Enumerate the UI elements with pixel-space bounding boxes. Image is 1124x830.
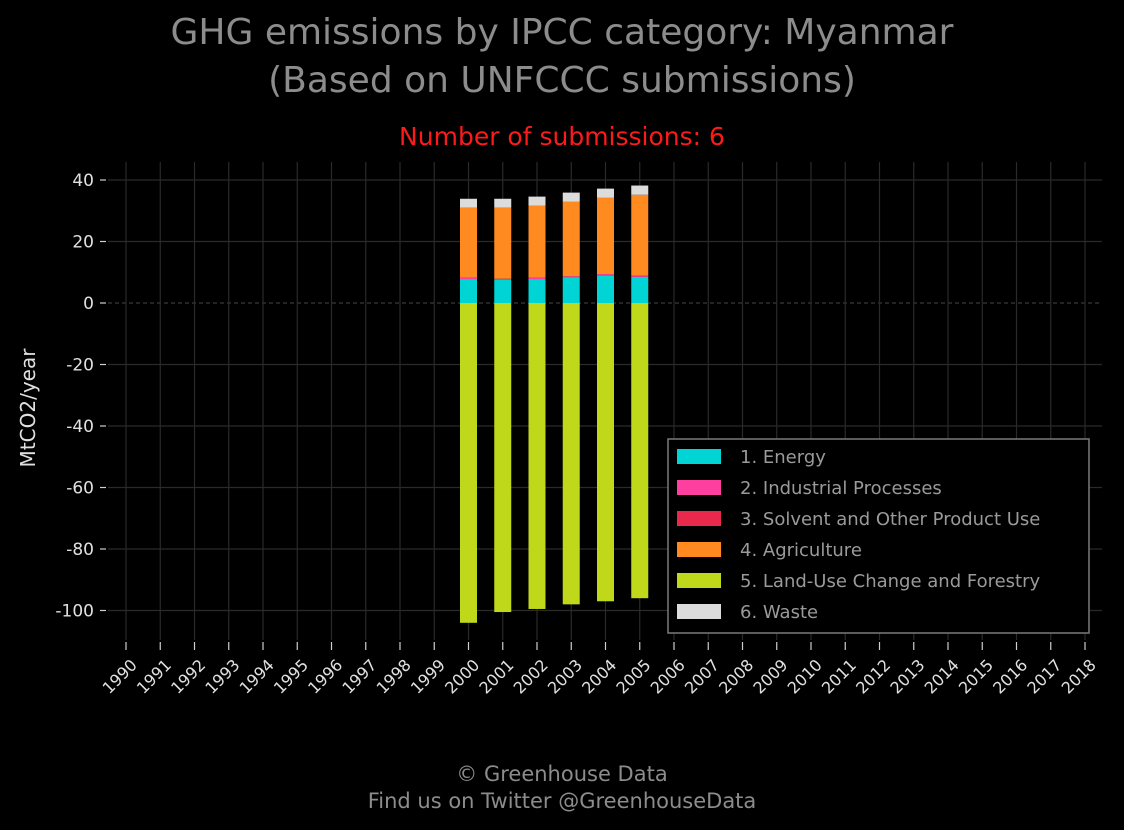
bar-segment xyxy=(494,278,512,280)
x-tick-label: 2018 xyxy=(1058,655,1100,697)
y-tick-label: ‑40 xyxy=(66,417,94,437)
copyright-text: © Greenhouse Data xyxy=(456,762,668,786)
x-tick-label: 1991 xyxy=(133,655,175,697)
x-tick-label: 2003 xyxy=(544,655,586,697)
bar-segment xyxy=(460,198,477,208)
chart-subtitle: Number of submissions: 6 xyxy=(399,122,725,151)
x-tick-label: 1994 xyxy=(236,655,278,697)
x-tick-label: 2008 xyxy=(715,655,757,697)
legend-swatch xyxy=(677,542,721,557)
bar-segment xyxy=(494,303,512,613)
legend-swatch xyxy=(677,573,721,588)
x-tick-label: 1998 xyxy=(373,655,415,697)
bar-segment xyxy=(631,194,649,276)
bar-segment xyxy=(597,275,614,303)
bars xyxy=(460,185,649,623)
chart-title-line1: GHG emissions by IPCC category: Myanmar xyxy=(170,12,954,53)
bar-segment xyxy=(631,276,649,303)
x-tick-label: 1997 xyxy=(338,655,380,697)
legend-swatch xyxy=(677,511,721,526)
bar-segment xyxy=(562,303,580,605)
x-tick-label: 1990 xyxy=(99,655,141,697)
twitter-text: Find us on Twitter @GreenhouseData xyxy=(367,789,757,813)
legend-label: 4. Agriculture xyxy=(740,540,862,561)
x-tick-label: 1992 xyxy=(167,655,209,697)
x-tick-label: 2007 xyxy=(681,655,723,697)
bar-segment xyxy=(597,197,614,275)
x-tick-label: 2012 xyxy=(852,655,894,697)
x-tick-label: 2017 xyxy=(1023,655,1065,697)
y-tick-label: 20 xyxy=(72,233,94,253)
legend-box xyxy=(667,438,1090,634)
x-tick-label: 2006 xyxy=(647,655,689,697)
bar-segment xyxy=(528,277,546,280)
y-tick-label: ‑60 xyxy=(66,479,94,499)
x-tick-label: 2011 xyxy=(818,655,860,697)
bar-segment xyxy=(460,279,477,303)
bar-segment xyxy=(562,192,580,202)
y-axis-label: MtCO2/year xyxy=(16,348,40,468)
legend-label: 2. Industrial Processes xyxy=(740,478,942,499)
y-tick-label: 40 xyxy=(72,171,94,191)
bar-segment xyxy=(528,205,546,278)
y-tick-label: 0 xyxy=(83,294,94,314)
legend-label: 5. Land-Use Change and Forestry xyxy=(740,571,1040,592)
bar-segment xyxy=(597,303,614,602)
bar-segment xyxy=(597,188,614,198)
bar-segment xyxy=(528,196,546,206)
x-tick-label: 1995 xyxy=(270,655,312,697)
legend-swatch xyxy=(677,480,721,495)
bar-segment xyxy=(631,185,649,195)
y-tick-label: ‑100 xyxy=(55,602,94,622)
bar-segment xyxy=(460,303,477,623)
x-tick-label: 2016 xyxy=(989,655,1031,697)
bar-segment xyxy=(562,201,580,277)
x-tick-label: 1996 xyxy=(304,655,346,697)
y-tick-label: ‑80 xyxy=(66,540,94,560)
x-tick-label: 2010 xyxy=(784,655,826,697)
chart-title-line2: (Based on UNFCCC submissions) xyxy=(268,60,856,101)
bar-segment xyxy=(494,279,512,303)
bar-segment xyxy=(528,279,546,303)
bar-segment xyxy=(460,277,477,280)
bar-segment xyxy=(597,274,614,276)
bar-segment xyxy=(528,303,546,609)
bar-segment xyxy=(562,276,580,278)
legend-label: 1. Energy xyxy=(740,447,826,468)
x-tick-label: 2000 xyxy=(441,655,483,697)
bar-segment xyxy=(562,277,580,303)
x-tick-label: 2004 xyxy=(578,655,620,697)
x-tick-label: 2001 xyxy=(475,655,517,697)
x-tick-label: 2009 xyxy=(749,655,791,697)
x-tick-label: 1993 xyxy=(201,655,243,697)
x-tick-label: 2013 xyxy=(886,655,928,697)
bar-segment xyxy=(494,198,512,208)
bar-segment xyxy=(494,207,512,279)
y-tick-label: ‑20 xyxy=(66,356,94,376)
bar-segment xyxy=(460,207,477,278)
x-tick-label: 2002 xyxy=(510,655,552,697)
x-tick-label: 2015 xyxy=(955,655,997,697)
legend: 1. Energy 2. Industrial Processes 3. Solve… xyxy=(667,438,1090,634)
legend-swatch xyxy=(677,604,721,619)
legend-label: 3. Solvent and Other Product Use xyxy=(740,509,1040,530)
bar-segment xyxy=(631,303,649,599)
legend-swatch xyxy=(677,449,721,464)
x-tick-label: 2005 xyxy=(612,655,654,697)
x-tick-label: 1999 xyxy=(407,655,449,697)
bar-segment xyxy=(631,275,649,277)
x-tick-label: 2014 xyxy=(921,655,963,697)
legend-label: 6. Waste xyxy=(740,602,818,623)
